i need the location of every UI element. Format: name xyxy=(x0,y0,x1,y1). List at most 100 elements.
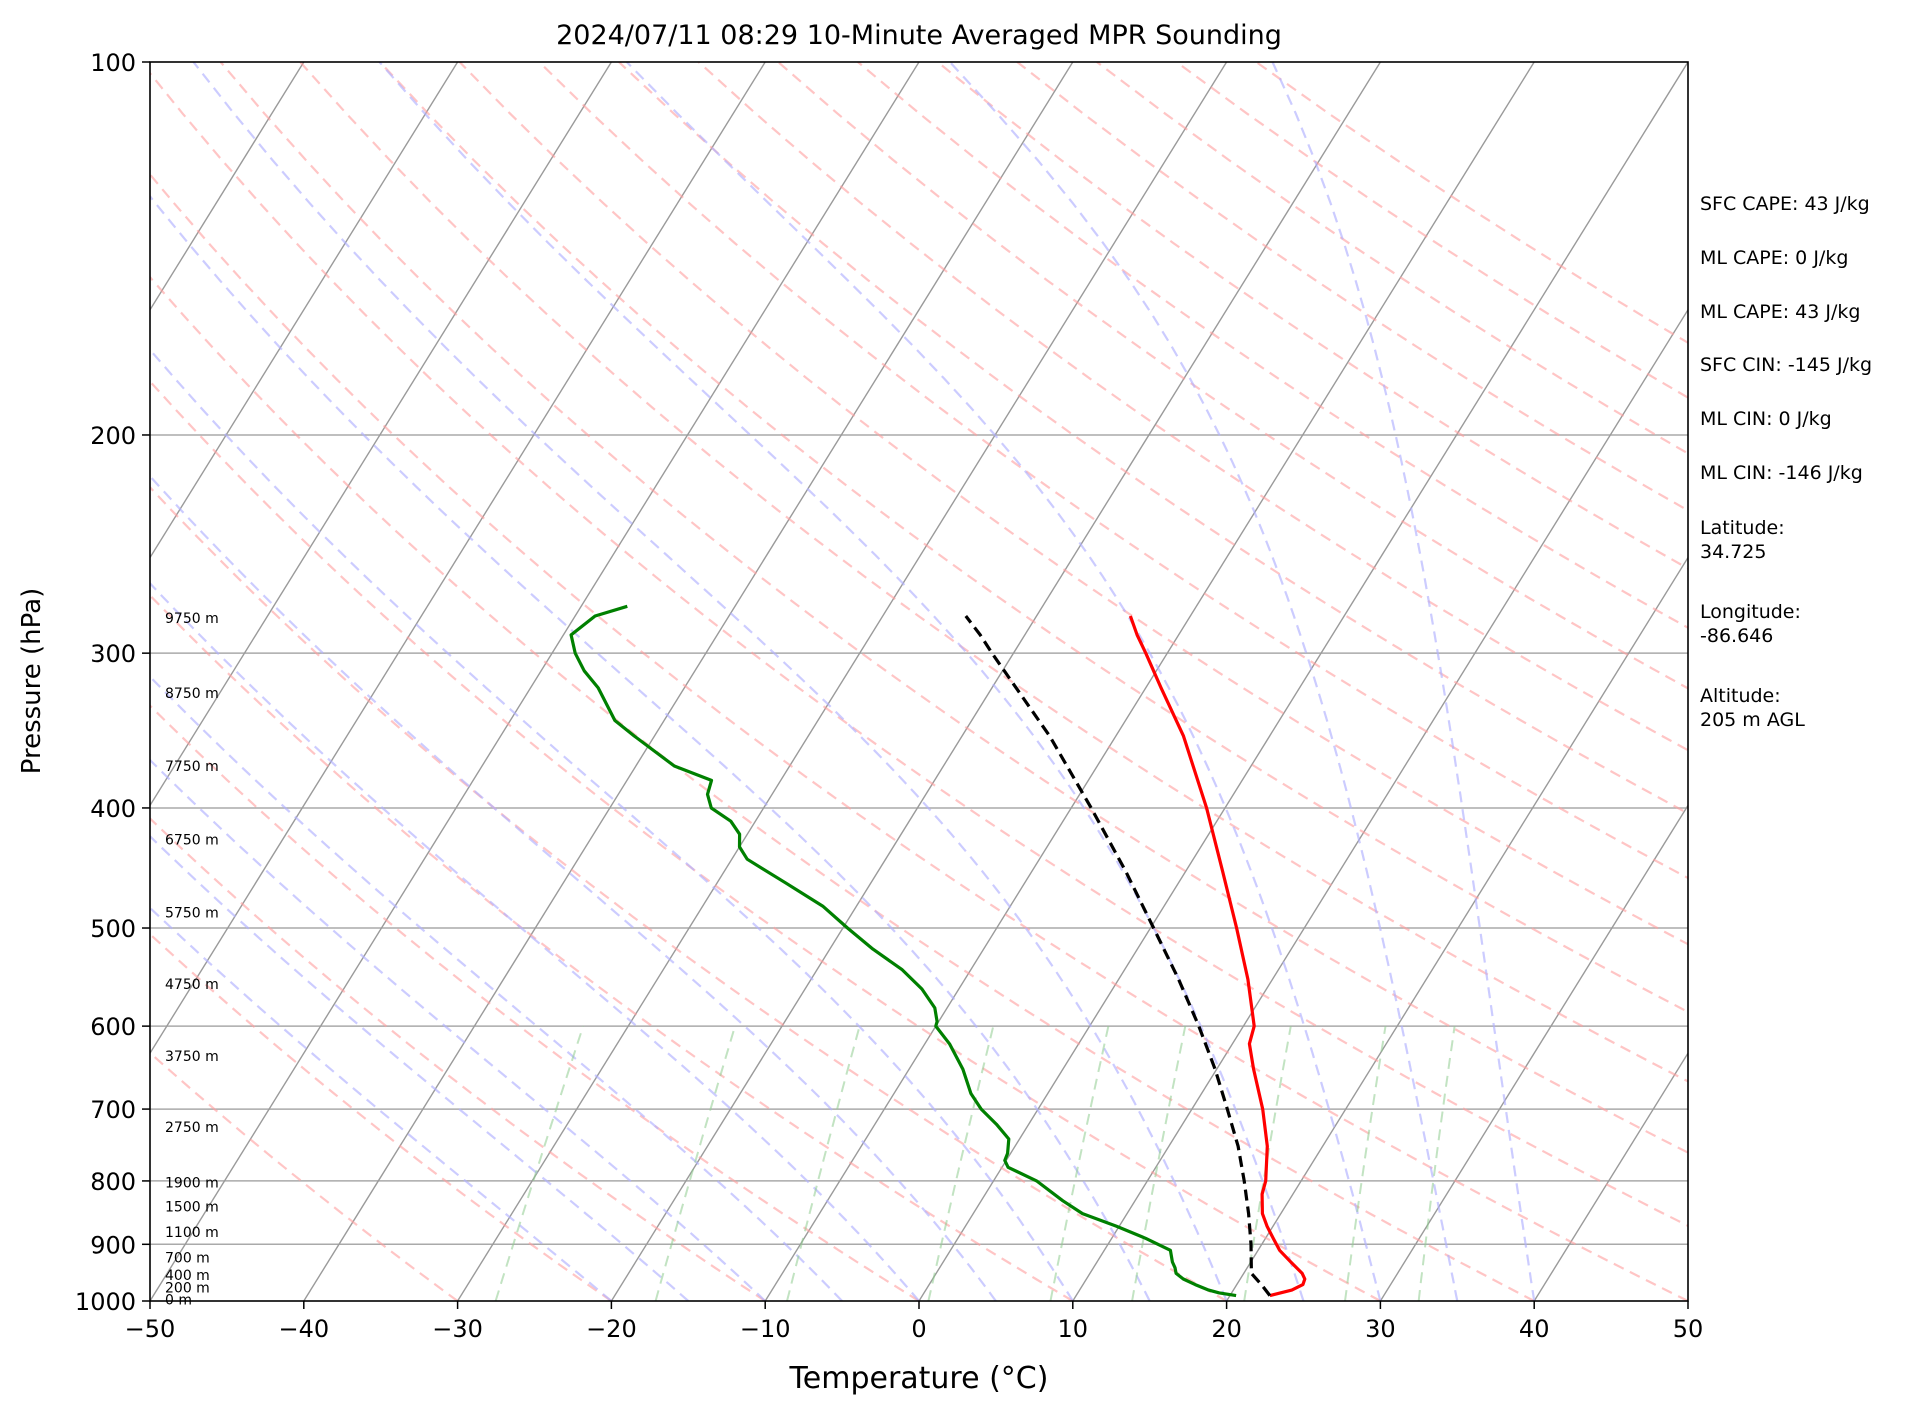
x-axis-ticks: −50 −40 −30 −20 −10 0 10 20 30 40 50 xyxy=(125,1301,1704,1343)
mixing-ratio-line xyxy=(654,1025,736,1301)
height-label: 700 m xyxy=(165,1250,210,1266)
x-tick-label: 50 xyxy=(1673,1315,1704,1343)
x-tick-label: −30 xyxy=(432,1315,483,1343)
x-tick-label: −20 xyxy=(586,1315,637,1343)
parcel-profile xyxy=(964,615,1272,1297)
moist-adiabat xyxy=(378,62,1305,1301)
dry-adiabat xyxy=(150,71,1688,1228)
isotherm xyxy=(457,62,1228,1301)
moist-adiabat xyxy=(625,62,1382,1301)
x-tick-label: 40 xyxy=(1519,1315,1550,1343)
moist-adiabat xyxy=(1271,62,1536,1301)
x-tick-label: 20 xyxy=(1211,1315,1242,1343)
height-label: 1900 m xyxy=(165,1175,219,1191)
moist-adiabat xyxy=(150,474,997,1301)
height-label: 3750 m xyxy=(165,1049,219,1065)
dewpoint-profile xyxy=(569,604,1237,1298)
isotherm xyxy=(1533,1051,1688,1301)
height-label: 200 m xyxy=(165,1280,210,1296)
moist-adiabat xyxy=(192,62,1228,1301)
mixing-ratio-line xyxy=(1344,1025,1387,1301)
dry-adiabat xyxy=(458,62,1688,946)
isotherm xyxy=(150,62,766,1055)
height-label: 1500 m xyxy=(165,1200,219,1216)
moist-adiabat xyxy=(150,834,690,1301)
height-label: 1100 m xyxy=(165,1225,219,1241)
height-label: 4750 m xyxy=(165,977,219,993)
x-tick-label: 30 xyxy=(1365,1315,1396,1343)
isotherm xyxy=(1072,308,1688,1301)
x-axis-label: Temperature (°C) xyxy=(789,1361,1049,1396)
dry-adiabat xyxy=(219,62,1688,1154)
annotation-text: ML CIN: -146 J/kg xyxy=(1700,462,1863,484)
mixing-ratio-line xyxy=(1417,1025,1456,1301)
height-label: 6750 m xyxy=(165,832,219,848)
isotherm xyxy=(150,62,612,807)
height-label: 8750 m xyxy=(165,686,219,702)
isotherm xyxy=(150,62,305,312)
y-tick-label: 1000 xyxy=(75,1288,136,1316)
y-tick-label: 500 xyxy=(90,915,136,943)
height-label: 7750 m xyxy=(165,759,219,775)
isotherm xyxy=(1379,804,1688,1301)
annotation-text: Latitude: 34.725 xyxy=(1700,517,1785,563)
isotherm xyxy=(764,62,1535,1301)
y-tick-label: 400 xyxy=(90,795,136,823)
moist-adiabat xyxy=(150,348,1074,1301)
isotherm xyxy=(150,62,459,559)
y-tick-label: 900 xyxy=(90,1231,136,1259)
y-tick-label: 600 xyxy=(90,1013,136,1041)
x-tick-label: −10 xyxy=(740,1315,791,1343)
y-tick-label: 300 xyxy=(90,640,136,668)
temperature-profile xyxy=(1128,615,1307,1298)
isotherm xyxy=(610,62,1381,1301)
dry-adiabat xyxy=(936,62,1688,570)
x-tick-label: 10 xyxy=(1058,1315,1089,1343)
annotation-text: ML CAPE: 0 J/kg xyxy=(1700,247,1848,269)
dry-adiabat xyxy=(150,379,1381,1301)
moist-adiabat xyxy=(150,758,766,1301)
y-axis-ticks: 100 200 300 400 500 600 700 800 900 1000 xyxy=(75,49,150,1316)
height-label: 2750 m xyxy=(165,1120,219,1136)
moist-adiabat xyxy=(150,194,1151,1301)
annotation-text: Longitude: -86.646 xyxy=(1700,601,1801,647)
dry-adiabat xyxy=(857,62,1688,630)
dry-adiabat xyxy=(697,62,1688,752)
dry-adiabat xyxy=(150,593,1074,1301)
dry-adiabat xyxy=(150,485,1228,1301)
y-tick-label: 100 xyxy=(90,49,136,77)
annotation-text: SFC CIN: -145 J/kg xyxy=(1700,354,1872,376)
x-tick-label: −50 xyxy=(125,1315,176,1343)
background-lines xyxy=(150,62,1688,1301)
isotherm xyxy=(918,62,1688,1301)
dry-adiabat xyxy=(150,932,613,1301)
dry-adiabat xyxy=(150,275,1535,1301)
x-tick-label: 0 xyxy=(911,1315,926,1343)
mixing-ratio-line xyxy=(1049,1025,1110,1301)
mixing-ratio-line xyxy=(1131,1025,1187,1301)
sounding-profiles xyxy=(569,604,1307,1298)
annotation-text: ML CIN: 0 J/kg xyxy=(1700,408,1832,430)
mixing-ratio-line xyxy=(927,1025,995,1301)
y-tick-label: 700 xyxy=(90,1096,136,1124)
moist-adiabat xyxy=(949,62,1459,1301)
dry-adiabat xyxy=(538,62,1688,880)
annotation-text: ML CAPE: 43 J/kg xyxy=(1700,301,1860,323)
dry-adiabat xyxy=(150,704,920,1301)
y-tick-label: 800 xyxy=(90,1168,136,1196)
dry-adiabat xyxy=(150,816,766,1301)
y-axis-label: Pressure (hPa) xyxy=(17,588,47,775)
height-label: 400 m xyxy=(165,1268,210,1284)
chart-title: 2024/07/11 08:29 10-Minute Averaged MPR … xyxy=(556,20,1282,51)
isotherm xyxy=(1226,556,1688,1301)
mixing-ratio-line xyxy=(786,1025,861,1301)
y-tick-label: 200 xyxy=(90,422,136,450)
height-label: 0 m xyxy=(165,1292,192,1308)
isotherm xyxy=(150,62,920,1301)
x-tick-label: −40 xyxy=(278,1315,329,1343)
dry-adiabat xyxy=(150,1051,459,1301)
height-label: 9750 m xyxy=(165,611,219,627)
dry-adiabat xyxy=(379,62,1688,1014)
annotation-text: Altitude: 205 m AGL xyxy=(1700,685,1805,731)
